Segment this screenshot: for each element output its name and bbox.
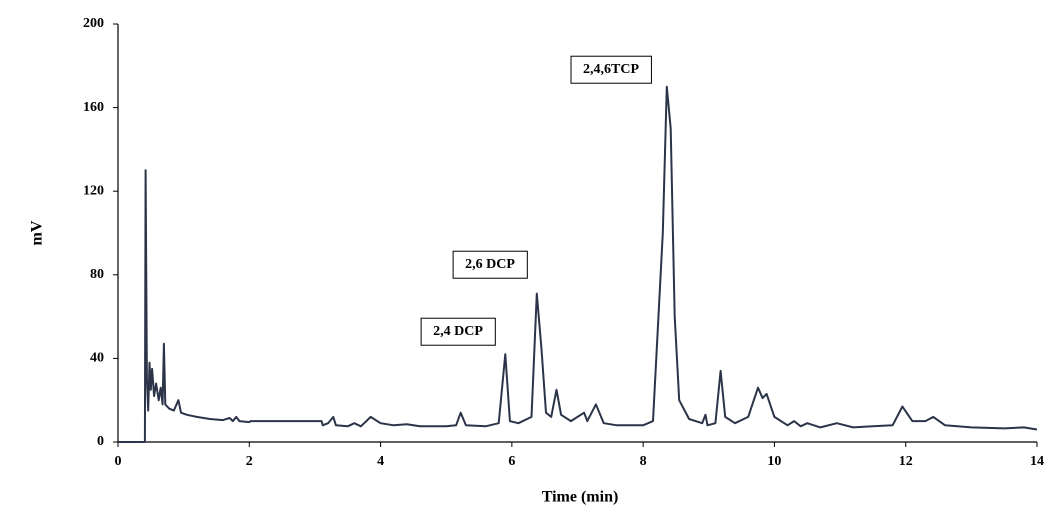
x-axis-label: Time (min) xyxy=(542,489,619,506)
x-tick-label: 8 xyxy=(640,454,647,469)
peak-label: 2,6 DCP xyxy=(465,257,515,272)
x-tick-label: 2 xyxy=(246,454,253,469)
x-tick-label: 14 xyxy=(1030,454,1044,469)
x-tick-label: 4 xyxy=(377,454,384,469)
y-tick-label: 200 xyxy=(83,16,104,31)
peak-label-box xyxy=(570,55,652,84)
peak-label: 2,4 DCP xyxy=(433,324,483,339)
x-tick-label: 0 xyxy=(115,454,122,469)
x-tick-label: 10 xyxy=(767,454,781,469)
y-axis-label: mV xyxy=(29,220,46,245)
chromatogram-line xyxy=(118,85,1038,443)
y-tick-label: 160 xyxy=(83,100,104,115)
peak-label-box xyxy=(452,250,528,279)
peak-label: 2,4,6TCP xyxy=(583,62,639,77)
peak-label-box xyxy=(420,317,496,346)
x-tick-label: 6 xyxy=(508,454,515,469)
y-tick-label: 40 xyxy=(90,351,104,366)
y-tick-label: 80 xyxy=(90,267,104,282)
y-tick-label: 120 xyxy=(83,183,104,198)
y-tick-label: 0 xyxy=(97,434,104,449)
x-tick-label: 12 xyxy=(899,454,913,469)
